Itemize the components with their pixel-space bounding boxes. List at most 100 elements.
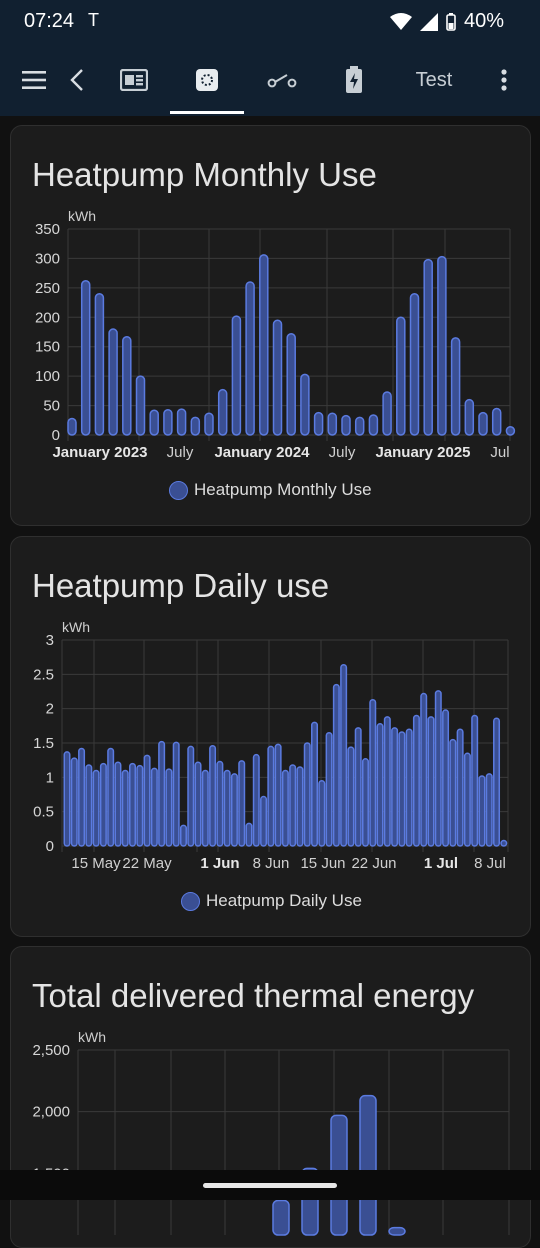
y-tick-label: 2.5 — [33, 666, 54, 683]
chart-bar — [94, 292, 105, 436]
chart-bar — [230, 773, 238, 847]
chart-bar — [409, 292, 420, 436]
chart-bar — [201, 769, 209, 847]
chart-bar — [172, 741, 180, 847]
chart-bar — [231, 315, 242, 436]
switch-icon — [267, 74, 297, 88]
y-tick-label: 300 — [35, 250, 60, 267]
y-tick-label: 50 — [43, 398, 60, 415]
chart-bar — [396, 316, 406, 436]
chart-bar — [359, 1094, 377, 1236]
chart-bar — [405, 728, 413, 847]
more-button[interactable] — [492, 44, 516, 116]
wifi-icon — [389, 12, 412, 30]
tab-battery[interactable] — [336, 44, 372, 116]
y-tick-label: 150 — [35, 339, 60, 356]
back-button[interactable] — [62, 44, 92, 116]
status-icons: 40% — [389, 10, 504, 33]
back-icon — [70, 69, 83, 91]
chart-bar — [493, 717, 501, 847]
menu-button[interactable] — [14, 44, 54, 116]
battery-icon — [446, 12, 456, 31]
x-tick-label: 1 Jul — [424, 855, 458, 872]
tab-test-label: Test — [415, 68, 453, 91]
chart-bar — [238, 760, 246, 847]
chart-bar — [67, 417, 77, 436]
signal-icon — [419, 12, 438, 31]
y-tick-label: 200 — [35, 309, 60, 326]
chart-bar — [245, 822, 253, 847]
chart-bar — [449, 738, 457, 847]
status-time: 07:24 — [24, 10, 75, 32]
battery-charging-icon — [346, 66, 362, 93]
monthly-legend[interactable]: Heatpump Monthly Use — [169, 480, 372, 500]
legend-swatch — [169, 480, 188, 500]
chart-bar — [136, 764, 144, 847]
thermal-energy-card: Total delivered thermal energy kWh 2,500 2… — [10, 946, 531, 1248]
daily-legend[interactable]: Heatpump Daily Use — [181, 891, 362, 911]
chart-bar — [122, 335, 132, 436]
chart-bar — [108, 328, 118, 436]
chart-bar — [478, 411, 488, 436]
daily-legend-label: Heatpump Daily Use — [206, 891, 362, 910]
x-tick-label: Jul — [490, 444, 509, 461]
y-tick-label: 0 — [52, 427, 60, 444]
chart-bar — [442, 709, 450, 847]
chart-bar — [505, 426, 516, 436]
chart-bar — [129, 762, 137, 847]
chart-bar — [368, 414, 379, 436]
gesture-handle[interactable] — [203, 1183, 337, 1188]
app-toolbar: Test — [0, 44, 540, 116]
chart-bar — [354, 416, 365, 436]
y-unit-label: kWh — [68, 208, 96, 224]
x-tick-label: January 2024 — [214, 444, 310, 461]
y-tick-label: 2 — [46, 701, 54, 718]
y-tick-label: 1.5 — [33, 735, 54, 752]
chart-bar — [412, 714, 420, 847]
y-tick-label: 1 — [46, 769, 54, 786]
chart-bar — [450, 337, 461, 436]
chart-bar — [252, 753, 260, 847]
chart-bar — [311, 721, 319, 847]
chart-bar — [194, 761, 202, 847]
tab-energy[interactable] — [184, 44, 230, 116]
x-tick-label: 22 Jun — [351, 855, 396, 872]
chart-bar — [485, 773, 493, 847]
tab-switch[interactable] — [262, 44, 302, 116]
x-tick-label: January 2025 — [375, 444, 470, 461]
x-tick-label: 15 Jun — [300, 855, 345, 872]
chart-bar — [382, 391, 392, 436]
chart-bar — [217, 388, 228, 436]
daily-chart: kWh 0 0.5 1 1.5 2 2.5 3 15 May 22 May 1 Jun 8 Jun 15… — [33, 619, 509, 872]
chart-bar — [216, 760, 224, 847]
chart-bar — [99, 762, 107, 847]
chart-bar — [341, 414, 351, 436]
chart-bar — [289, 764, 297, 847]
chart-bar — [332, 683, 340, 847]
chart-bar — [376, 723, 384, 847]
tab-test[interactable]: Test — [404, 44, 464, 116]
y-tick-label: 2,000 — [32, 1104, 70, 1121]
chart-bar — [150, 767, 158, 847]
chart-bar — [223, 769, 231, 847]
chart-bar — [423, 258, 433, 436]
chart-bar — [281, 769, 289, 847]
monthly-use-card: Heatpump Monthly Use kWh 0 50 100 150 200 250 3… — [10, 125, 531, 526]
chart-bar — [245, 281, 255, 436]
chart-bar — [303, 742, 311, 847]
chart-bar — [464, 398, 475, 436]
x-tick-label: 8 Jun — [253, 855, 290, 872]
chart-bar — [163, 408, 173, 436]
chart-bar — [187, 745, 195, 847]
chart-bar — [143, 754, 151, 847]
chart-bar — [478, 775, 486, 847]
chart-bar — [313, 411, 324, 436]
more-icon — [501, 69, 507, 91]
tab-overview[interactable] — [112, 44, 156, 116]
thermal-card-title: Total delivered thermal energy — [32, 977, 475, 1014]
x-tick-label: 22 May — [122, 855, 172, 872]
chart-bar — [325, 731, 333, 847]
chart-bar — [63, 751, 71, 847]
y-tick-label: 250 — [35, 280, 60, 297]
daily-use-card: Heatpump Daily use kWh 0 0.5 1 1.5 2 2.5 3 15 Ma… — [10, 536, 531, 937]
